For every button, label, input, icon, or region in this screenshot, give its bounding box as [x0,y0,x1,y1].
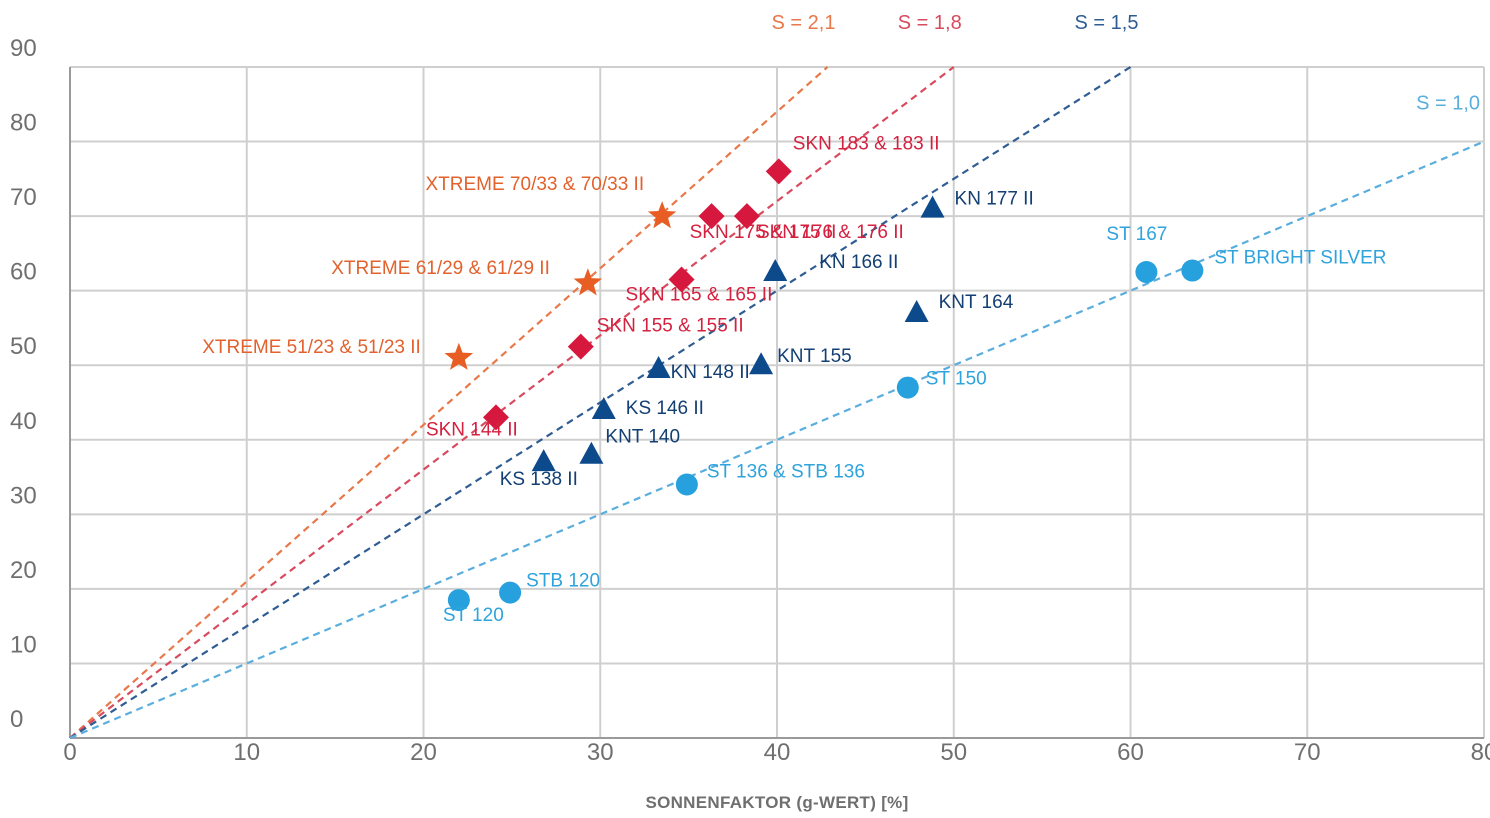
y-tick-label: 40 [10,408,37,435]
point-label: ST BRIGHT SILVER [1214,248,1386,269]
point-label: KNT 140 [605,427,680,448]
triangle-marker [904,300,929,323]
x-tick-label: 60 [1117,739,1144,766]
point-label: SKN 165 & 165 II [626,284,773,305]
diamond-marker [698,203,725,230]
y-tick-label: 60 [10,259,37,286]
x-tick-label: 20 [410,739,437,766]
point-label: ST 150 [926,369,987,390]
circle-marker [1135,261,1158,284]
point-label: SKN 176 & 176 II [757,222,904,243]
x-axis-label: SONNENFAKTOR (g-WERT) [%] [645,793,908,812]
triangle-marker [920,195,945,218]
point-label: SKN 155 & 155 II [597,316,744,337]
x-tick-label: 50 [940,739,967,766]
x-tick-label: 0 [63,739,76,766]
point-label: SKN 144 II [426,419,518,440]
reference-line-labels: S = 2,1 S = 1,8 S = 1,5 S = 1,0 [772,12,1480,115]
diamond-marker [668,266,695,293]
point-label: SKN 175 & 175 II [690,222,837,243]
point-label: KS 138 II [500,469,578,490]
x-tick-label: 80 [1471,739,1490,766]
y-tick-label: 70 [10,184,37,211]
y-axis-ticks: 0 10 20 30 40 50 60 70 80 90 [10,35,37,733]
triangle-marker [531,449,556,472]
circle-marker [1181,259,1204,282]
point-label: KN 166 II [819,252,898,273]
triangle-marker [763,259,788,282]
circle-marker [499,581,522,604]
point-labels: XTREME 70/33 & 70/33 II XTREME 61/29 & 61… [202,133,1386,626]
y-tick-label: 0 [10,706,23,733]
point-label: KNT 155 [777,346,852,367]
circle-marker [447,589,470,612]
data-points [444,158,1204,612]
point-label: ST 120 [443,605,504,626]
point-label: KN 148 II [671,362,750,383]
star-marker [647,201,677,229]
x-tick-label: 10 [233,739,260,766]
triangle-marker [749,352,774,375]
reference-line-label: S = 1,0 [1416,93,1480,115]
triangle-marker [646,355,671,378]
diamond-marker [482,404,509,431]
triangle-marker [591,396,616,419]
x-tick-label: 70 [1294,739,1321,766]
y-tick-label: 90 [10,35,37,62]
star-marker [444,342,474,370]
y-tick-label: 30 [10,482,37,509]
diamond-marker [733,203,760,230]
x-tick-label: 30 [587,739,614,766]
point-label: KN 177 II [955,189,1034,210]
reference-lines [69,66,1485,740]
point-label: ST 167 [1106,224,1167,245]
reference-line [69,66,955,739]
y-tick-label: 80 [10,110,37,137]
reference-line-label: S = 1,5 [1075,12,1139,34]
point-label: XTREME 70/33 & 70/33 II [425,174,644,195]
point-label: KS 146 II [626,398,704,419]
x-axis-ticks: 0 10 20 30 40 50 60 70 80 [63,739,1490,766]
axes [69,67,1484,739]
point-label: XTREME 51/23 & 51/23 II [202,337,421,358]
reference-line-label: S = 1,8 [898,12,962,34]
reference-line [69,66,1132,739]
y-tick-label: 20 [10,557,37,584]
y-tick-label: 50 [10,333,37,360]
point-label: KNT 164 [939,292,1014,313]
triangle-marker [579,441,604,464]
grid [70,66,1485,738]
y-tick-label: 10 [10,631,37,658]
point-label: STB 120 [526,571,600,592]
point-label: XTREME 61/29 & 61/29 II [331,258,550,279]
circle-marker [896,376,919,399]
diamond-marker [567,333,594,360]
x-tick-label: 40 [764,739,791,766]
point-label: SKN 183 & 183 II [793,133,940,154]
reference-line-label: S = 2,1 [772,12,836,34]
diamond-marker [765,158,792,185]
circle-marker [675,473,698,496]
reference-line [69,66,829,739]
star-marker [573,268,603,296]
reference-line [69,140,1485,740]
point-label: ST 136 & STB 136 [707,462,865,483]
